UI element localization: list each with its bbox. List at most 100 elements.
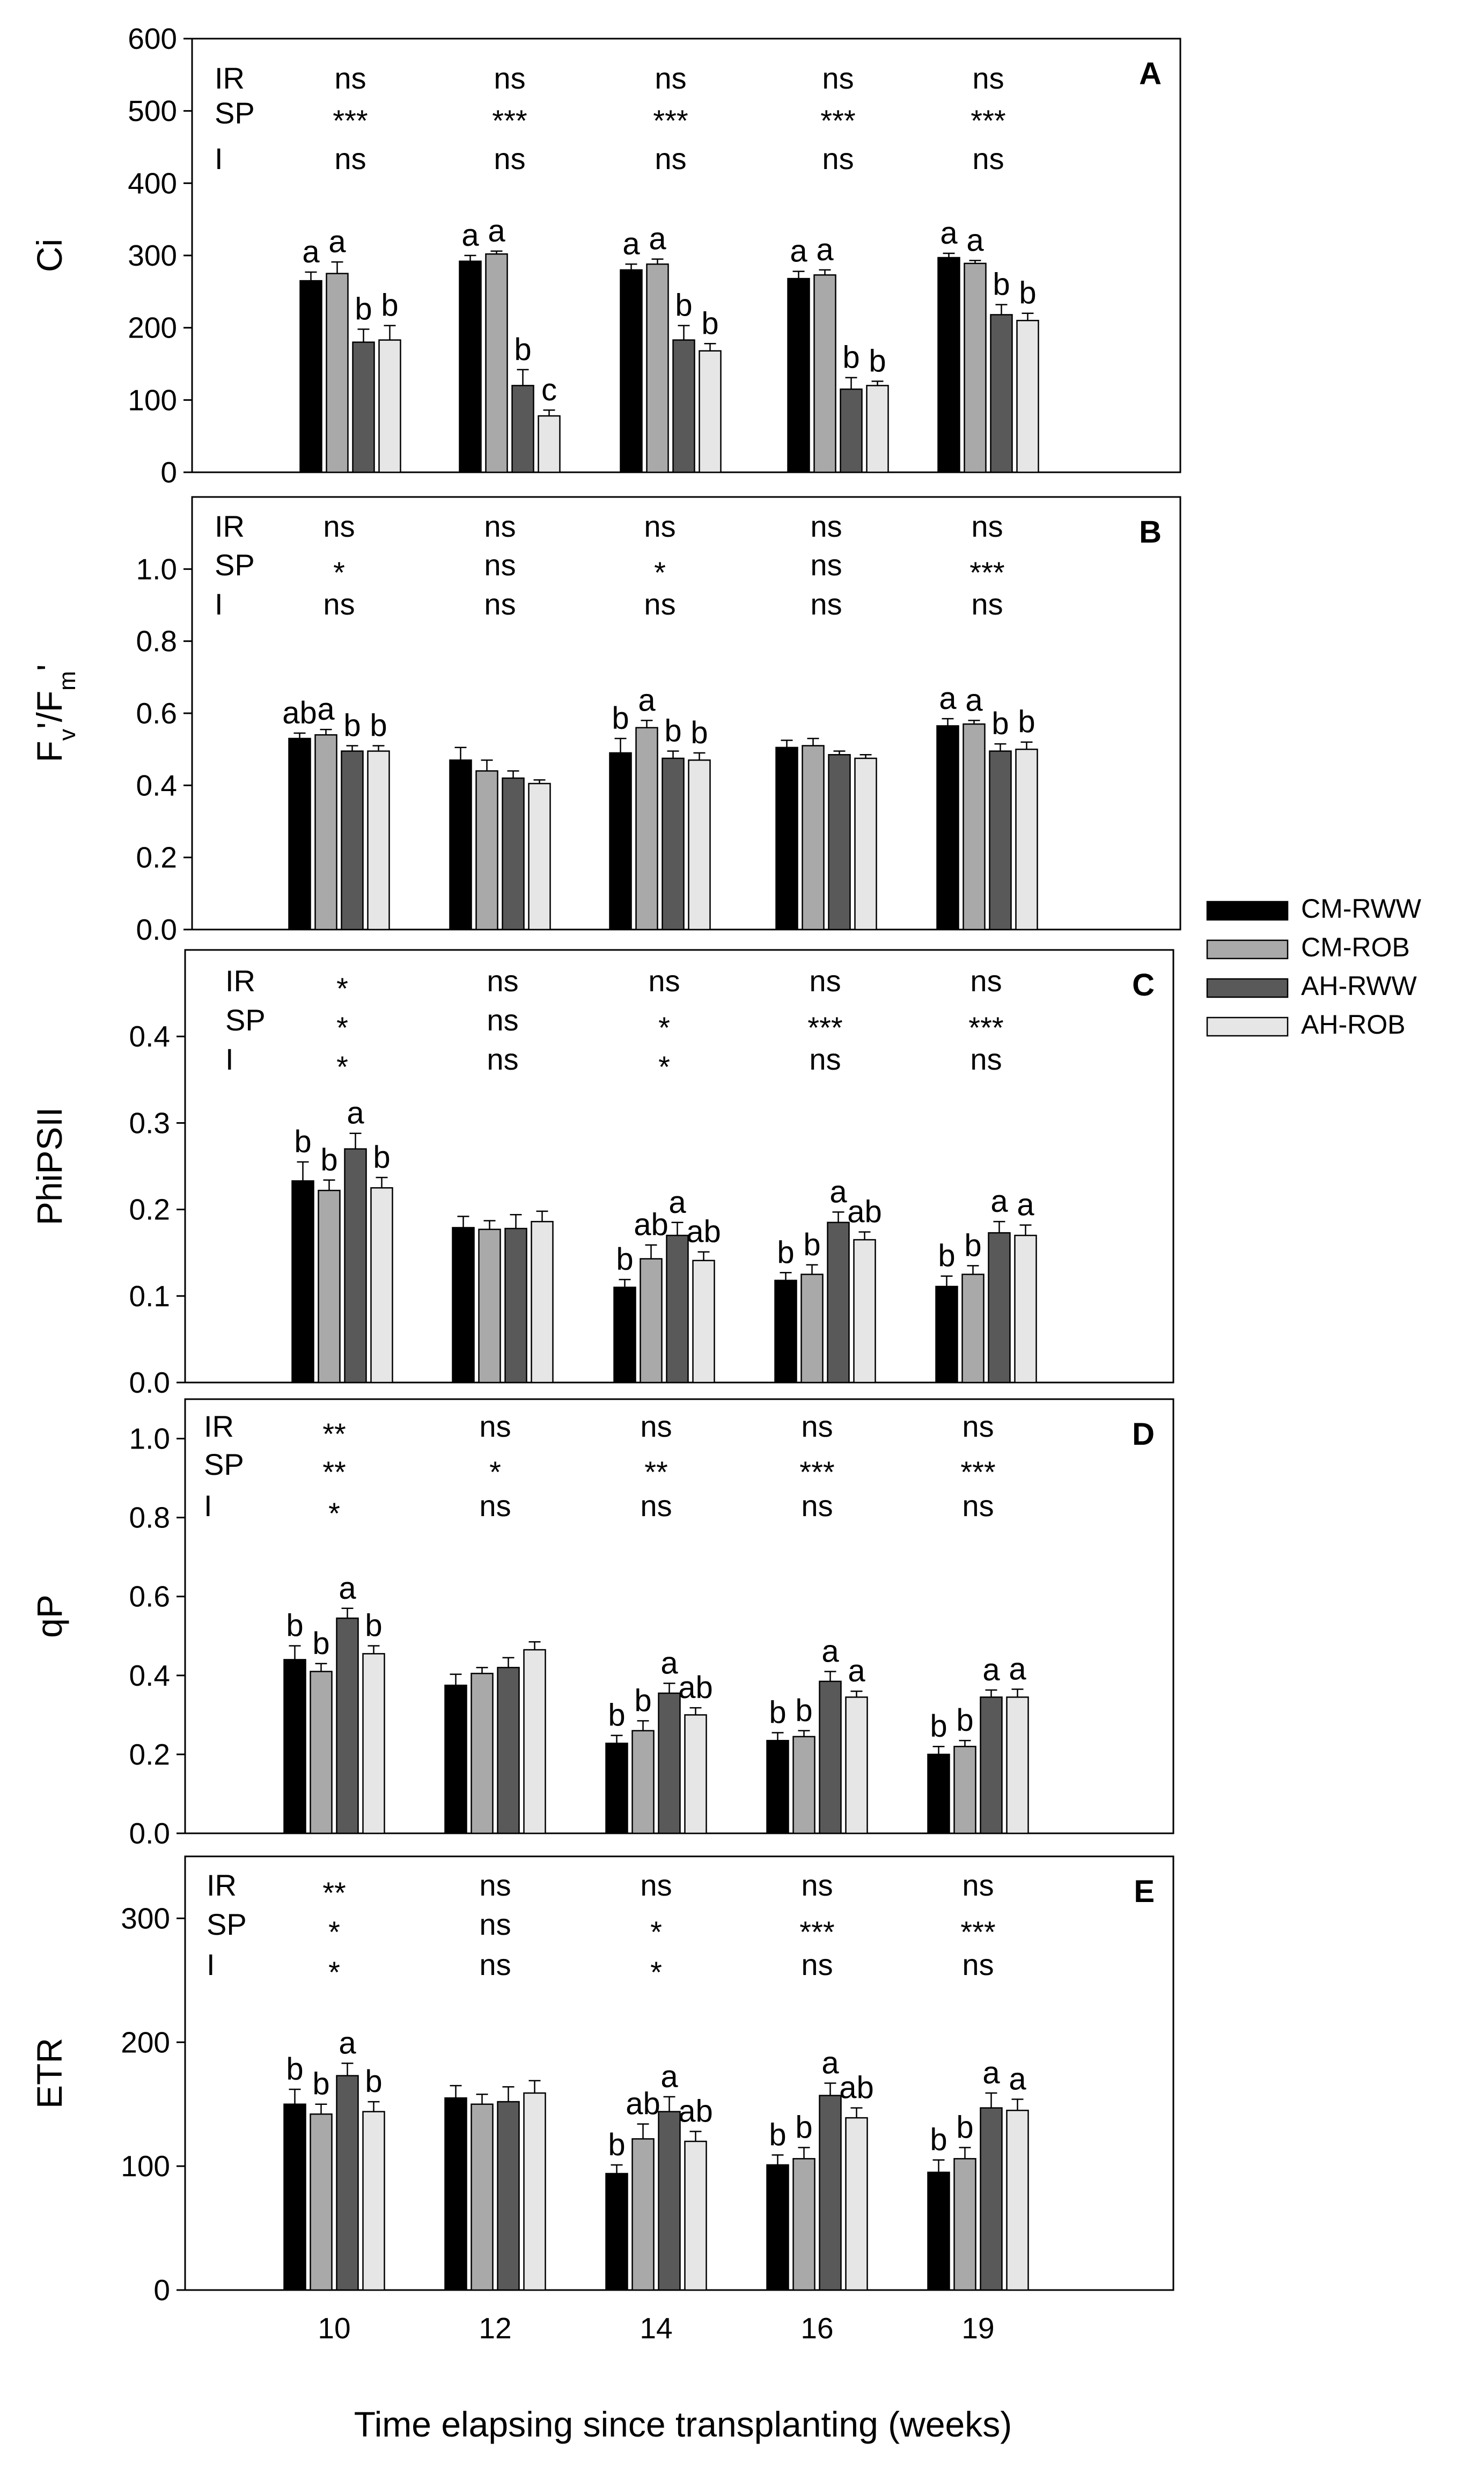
significance-letter: b (803, 1227, 820, 1262)
stat-row-label: I (204, 1489, 212, 1523)
y-tick-label: 0 (153, 2273, 170, 2307)
stat-value: *** (969, 555, 1004, 589)
significance-letter: a (660, 2059, 678, 2094)
stat-value: *** (333, 104, 368, 137)
significance-letter: ab (678, 1670, 713, 1705)
stat-value: ns (801, 1489, 833, 1523)
y-axis-label: qP (30, 1594, 69, 1638)
bar-cm-rob-14 (635, 727, 658, 931)
stat-value: * (654, 555, 666, 589)
stat-row-label: I (215, 142, 223, 175)
panel-a: 0 100 200 300 400 500 600 Ci A IR ns ns ns ns ns SP *** *… (30, 22, 1181, 489)
stat-value: ns (640, 1409, 672, 1443)
significance-letter: b (930, 1709, 947, 1744)
significance-letter: a (1009, 1652, 1026, 1687)
significance-letter: b (381, 288, 398, 323)
bar-cm-rww-16 (787, 277, 810, 473)
stat-value: ns (810, 548, 842, 582)
bar-ah-rww-10 (336, 2075, 359, 2291)
significance-letter: b (294, 1124, 311, 1159)
bar-cm-rob-16 (802, 745, 825, 931)
bar-cm-rob-12 (475, 770, 498, 931)
significance-letter: a (668, 1185, 686, 1220)
bar-ah-rob-16 (853, 1239, 876, 1384)
bar-cm-rww-16 (766, 1739, 789, 1834)
significance-letter: a (638, 683, 656, 718)
stat-value: ns (822, 61, 854, 95)
bar-ah-rob-19 (1016, 319, 1039, 473)
stat-value: ** (322, 1876, 346, 1910)
significance-letter: b (312, 2067, 329, 2102)
stat-value: ns (323, 587, 355, 621)
panel-tag: A (1139, 56, 1162, 91)
significance-letter: ab (839, 2071, 874, 2105)
significance-letter: a (339, 2026, 356, 2061)
significance-letter: a (990, 1184, 1008, 1219)
stat-value: *** (492, 104, 527, 137)
bar-ah-rww-12 (497, 2101, 520, 2291)
stat-row-label: IR (225, 964, 255, 998)
bar-cm-rob-19 (953, 2158, 976, 2291)
bar-cm-rww-19 (935, 1285, 958, 1384)
stat-value: ns (801, 1868, 833, 1902)
bar-cm-rob-10 (310, 1671, 333, 1834)
bar-ah-rww-19 (980, 2107, 1003, 2291)
legend-label: CM-RWW (1301, 894, 1422, 924)
stat-value: ns (972, 142, 1004, 175)
stat-value: ns (962, 1489, 994, 1523)
legend-swatch-ah-rww (1206, 978, 1289, 998)
bar-cm-rww-16 (774, 1279, 797, 1384)
bar-ah-rww-14 (662, 757, 685, 931)
significance-letter: a (821, 2045, 839, 2080)
significance-letter: a (829, 1174, 847, 1209)
stat-value: ns (479, 1868, 511, 1902)
bar-ah-rob-14 (688, 759, 711, 931)
significance-letter: b (938, 1239, 955, 1274)
bar-ah-rob-16 (866, 385, 889, 473)
bar-ah-rww-12 (504, 1227, 527, 1384)
y-tick-label: 0.4 (129, 1659, 170, 1692)
stat-value: ns (971, 509, 1003, 543)
significance-letter: a (940, 216, 958, 251)
stat-value: ns (648, 964, 680, 998)
significance-letter: b (608, 1698, 625, 1733)
bar-cm-rob-12 (471, 2103, 494, 2291)
stat-value: * (650, 1955, 662, 1989)
stat-value: ns (801, 1948, 833, 1981)
bar-ah-rob-10 (378, 339, 401, 473)
y-tick-label: 1.0 (136, 552, 177, 586)
stat-value: *** (820, 104, 855, 137)
significance-letter: a (339, 1571, 356, 1606)
legend-label: CM-ROB (1301, 932, 1410, 962)
bar-cm-rww-12 (459, 260, 482, 473)
y-tick-label: 400 (128, 166, 177, 200)
bar-ah-rww-10 (352, 341, 375, 473)
stat-value: ns (484, 548, 516, 582)
bar-cm-rww-19 (936, 725, 959, 931)
stat-row-label: I (215, 587, 223, 621)
stat-value: ns (971, 587, 1003, 621)
stat-row-label: SP (215, 548, 255, 582)
significance-letter: b (1019, 276, 1036, 311)
stat-value: ns (334, 142, 366, 175)
significance-letter: a (939, 681, 957, 716)
bar-ah-rob-16 (845, 1696, 868, 1834)
bar-cm-rww-16 (775, 747, 798, 931)
significance-letter: b (616, 1242, 633, 1277)
stat-value: ** (322, 1455, 346, 1489)
significance-letter: ab (847, 1195, 882, 1230)
y-tick-label: 100 (128, 383, 177, 416)
y-tick-label: 0.4 (136, 769, 177, 802)
bar-cm-rww-10 (299, 280, 322, 473)
y-tick-label: 0.6 (136, 697, 177, 730)
y-tick-label: 0.8 (136, 625, 177, 658)
bar-cm-rww-14 (613, 1286, 636, 1384)
significance-letter: b (769, 1695, 786, 1730)
y-tick-label: 0.0 (136, 913, 177, 946)
stat-value: ns (644, 509, 675, 543)
stat-row-label: IR (207, 1868, 237, 1902)
significance-letter: ab (686, 1215, 721, 1249)
bar-cm-rob-10 (318, 1189, 341, 1384)
significance-letter: b (373, 1140, 390, 1175)
